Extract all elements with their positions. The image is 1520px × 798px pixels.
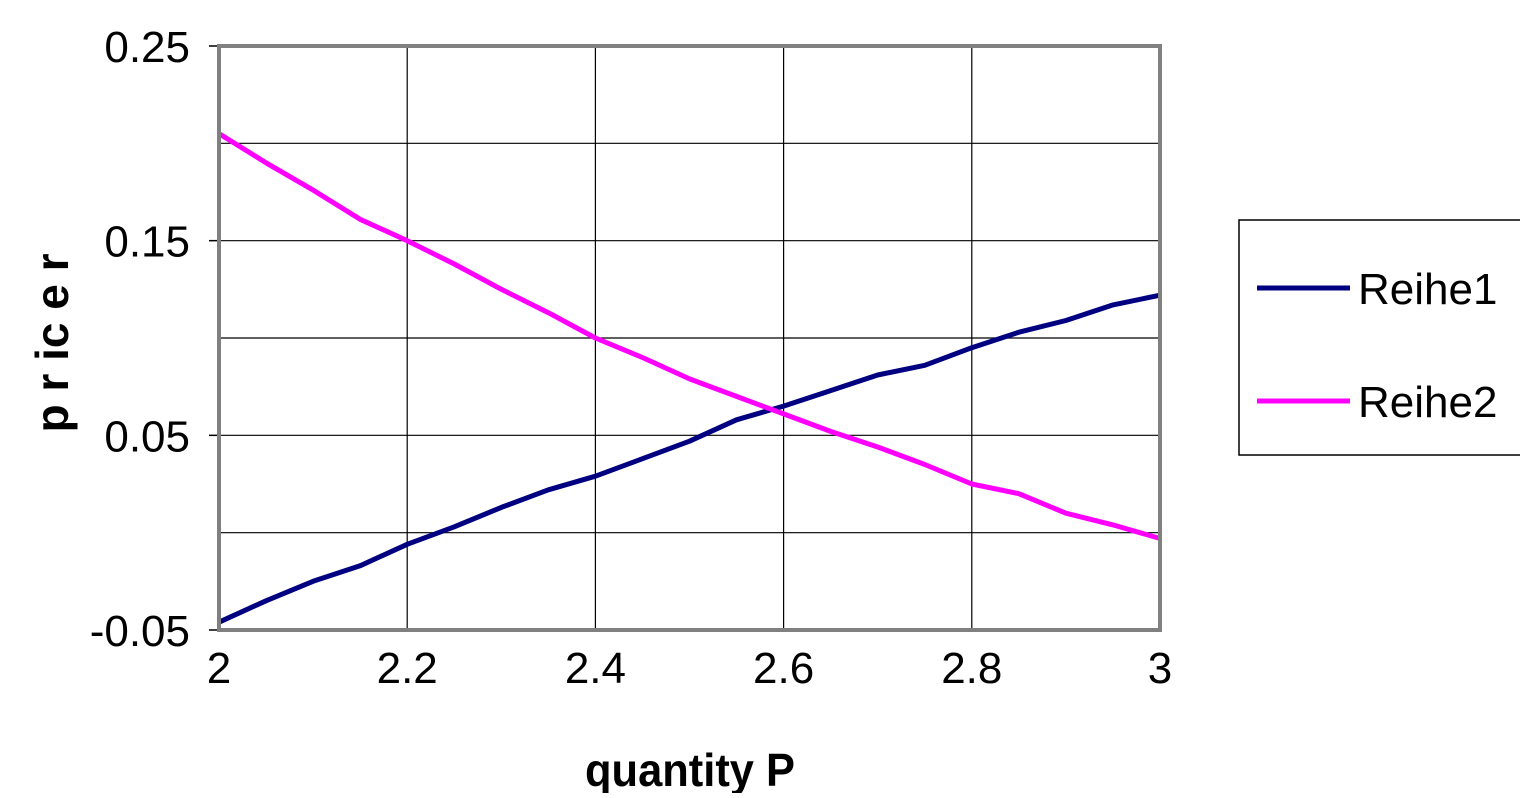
x-tick-label: 3	[1148, 644, 1172, 693]
series-line-reihe2	[217, 131, 1161, 541]
legend-label-reihe2: Reihe2	[1358, 378, 1497, 427]
series-lines	[217, 131, 1161, 625]
y-tick-label: 0.25	[104, 23, 190, 72]
y-tick-label: 0.05	[104, 412, 190, 461]
y-axis-title: p r ic e r	[26, 253, 78, 432]
x-tick-label: 2	[207, 644, 231, 693]
x-tick-label: 2.6	[753, 644, 814, 693]
plot-area-border	[217, 44, 1162, 632]
tick-labels: 2 2.2 2.4 2.6 2.8 3 -0.05 0.05 0.15 0.25	[90, 23, 1173, 693]
series-line-reihe1	[217, 292, 1161, 625]
y-tick-label: 0.15	[104, 218, 190, 267]
x-axis-title: quantity P	[585, 744, 795, 793]
legend-label-reihe1: Reihe1	[1358, 265, 1497, 314]
y-tick-label: -0.05	[90, 607, 190, 656]
x-tick-label: 2.2	[377, 644, 438, 693]
x-tick-label: 2.4	[565, 644, 626, 693]
x-tick-label: 2.8	[941, 644, 1002, 693]
legend-box	[1238, 219, 1520, 456]
legend: Reihe1 Reihe2	[1238, 219, 1520, 456]
